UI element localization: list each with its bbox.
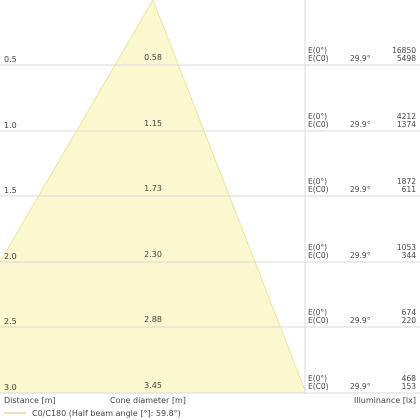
center-illuminance-value: 16850: [392, 46, 416, 55]
c0-illuminance-value: 220: [402, 316, 417, 325]
center-illuminance-caption: E(0°): [308, 177, 327, 186]
distance-label: 0.5: [4, 55, 17, 64]
x-axis-label-illuminance: Illuminance [lx]: [354, 396, 416, 405]
distance-label: 2.0: [4, 252, 17, 261]
c0-illuminance-caption: E(C0): [308, 382, 329, 391]
c0-illuminance-value: 153: [402, 382, 417, 391]
c0-illuminance-caption: E(C0): [308, 316, 329, 325]
cone-diameter-label: 2.88: [144, 315, 162, 324]
x-axis-label-cone-diameter: Cone diameter [m]: [110, 396, 186, 405]
distance-label: 1.5: [4, 186, 17, 195]
c0-illuminance-value: 1374: [397, 120, 416, 129]
center-illuminance-value: 468: [402, 374, 417, 383]
center-illuminance-value: 1053: [397, 243, 416, 252]
c0-illuminance-value: 611: [402, 185, 417, 194]
cone-diameter-label: 1.15: [144, 119, 162, 128]
c0-illuminance-caption: E(C0): [308, 120, 329, 129]
cone-diameter-label: 2.30: [144, 250, 162, 259]
center-illuminance-caption: E(0°): [308, 308, 327, 317]
legend-label: C0/C180 (Half beam angle [°]: 59.8°): [32, 409, 181, 418]
cone-diameter-label: 3.45: [144, 381, 162, 390]
half-beam-angle-label: 29.9°: [350, 120, 371, 129]
center-illuminance-value: 674: [402, 308, 417, 317]
half-beam-angle-label: 29.9°: [350, 185, 371, 194]
c0-illuminance-caption: E(C0): [308, 54, 329, 63]
c0-illuminance-value: 5498: [397, 54, 416, 63]
center-illuminance-value: 4212: [397, 112, 416, 121]
distance-label: 3.0: [4, 383, 17, 392]
cone-diameter-label: 1.73: [144, 184, 162, 193]
center-illuminance-caption: E(0°): [308, 46, 327, 55]
grid-layer: [0, 0, 420, 394]
half-beam-angle-label: 29.9°: [350, 251, 371, 260]
half-beam-angle-label: 29.9°: [350, 316, 371, 325]
distance-label: 2.5: [4, 317, 17, 326]
center-illuminance-caption: E(0°): [308, 112, 327, 121]
cone-diameter-label: 0.58: [144, 53, 162, 62]
half-beam-angle-label: 29.9°: [350, 54, 371, 63]
c0-illuminance-caption: E(C0): [308, 251, 329, 260]
center-illuminance-caption: E(0°): [308, 374, 327, 383]
center-illuminance-caption: E(0°): [308, 243, 327, 252]
c0-illuminance-value: 344: [402, 251, 417, 260]
x-axis-label-distance: Distance [m]: [4, 396, 56, 405]
center-illuminance-value: 1872: [397, 177, 416, 186]
c0-illuminance-caption: E(C0): [308, 185, 329, 194]
distance-label: 1.0: [4, 121, 17, 130]
half-beam-angle-label: 29.9°: [350, 382, 371, 391]
